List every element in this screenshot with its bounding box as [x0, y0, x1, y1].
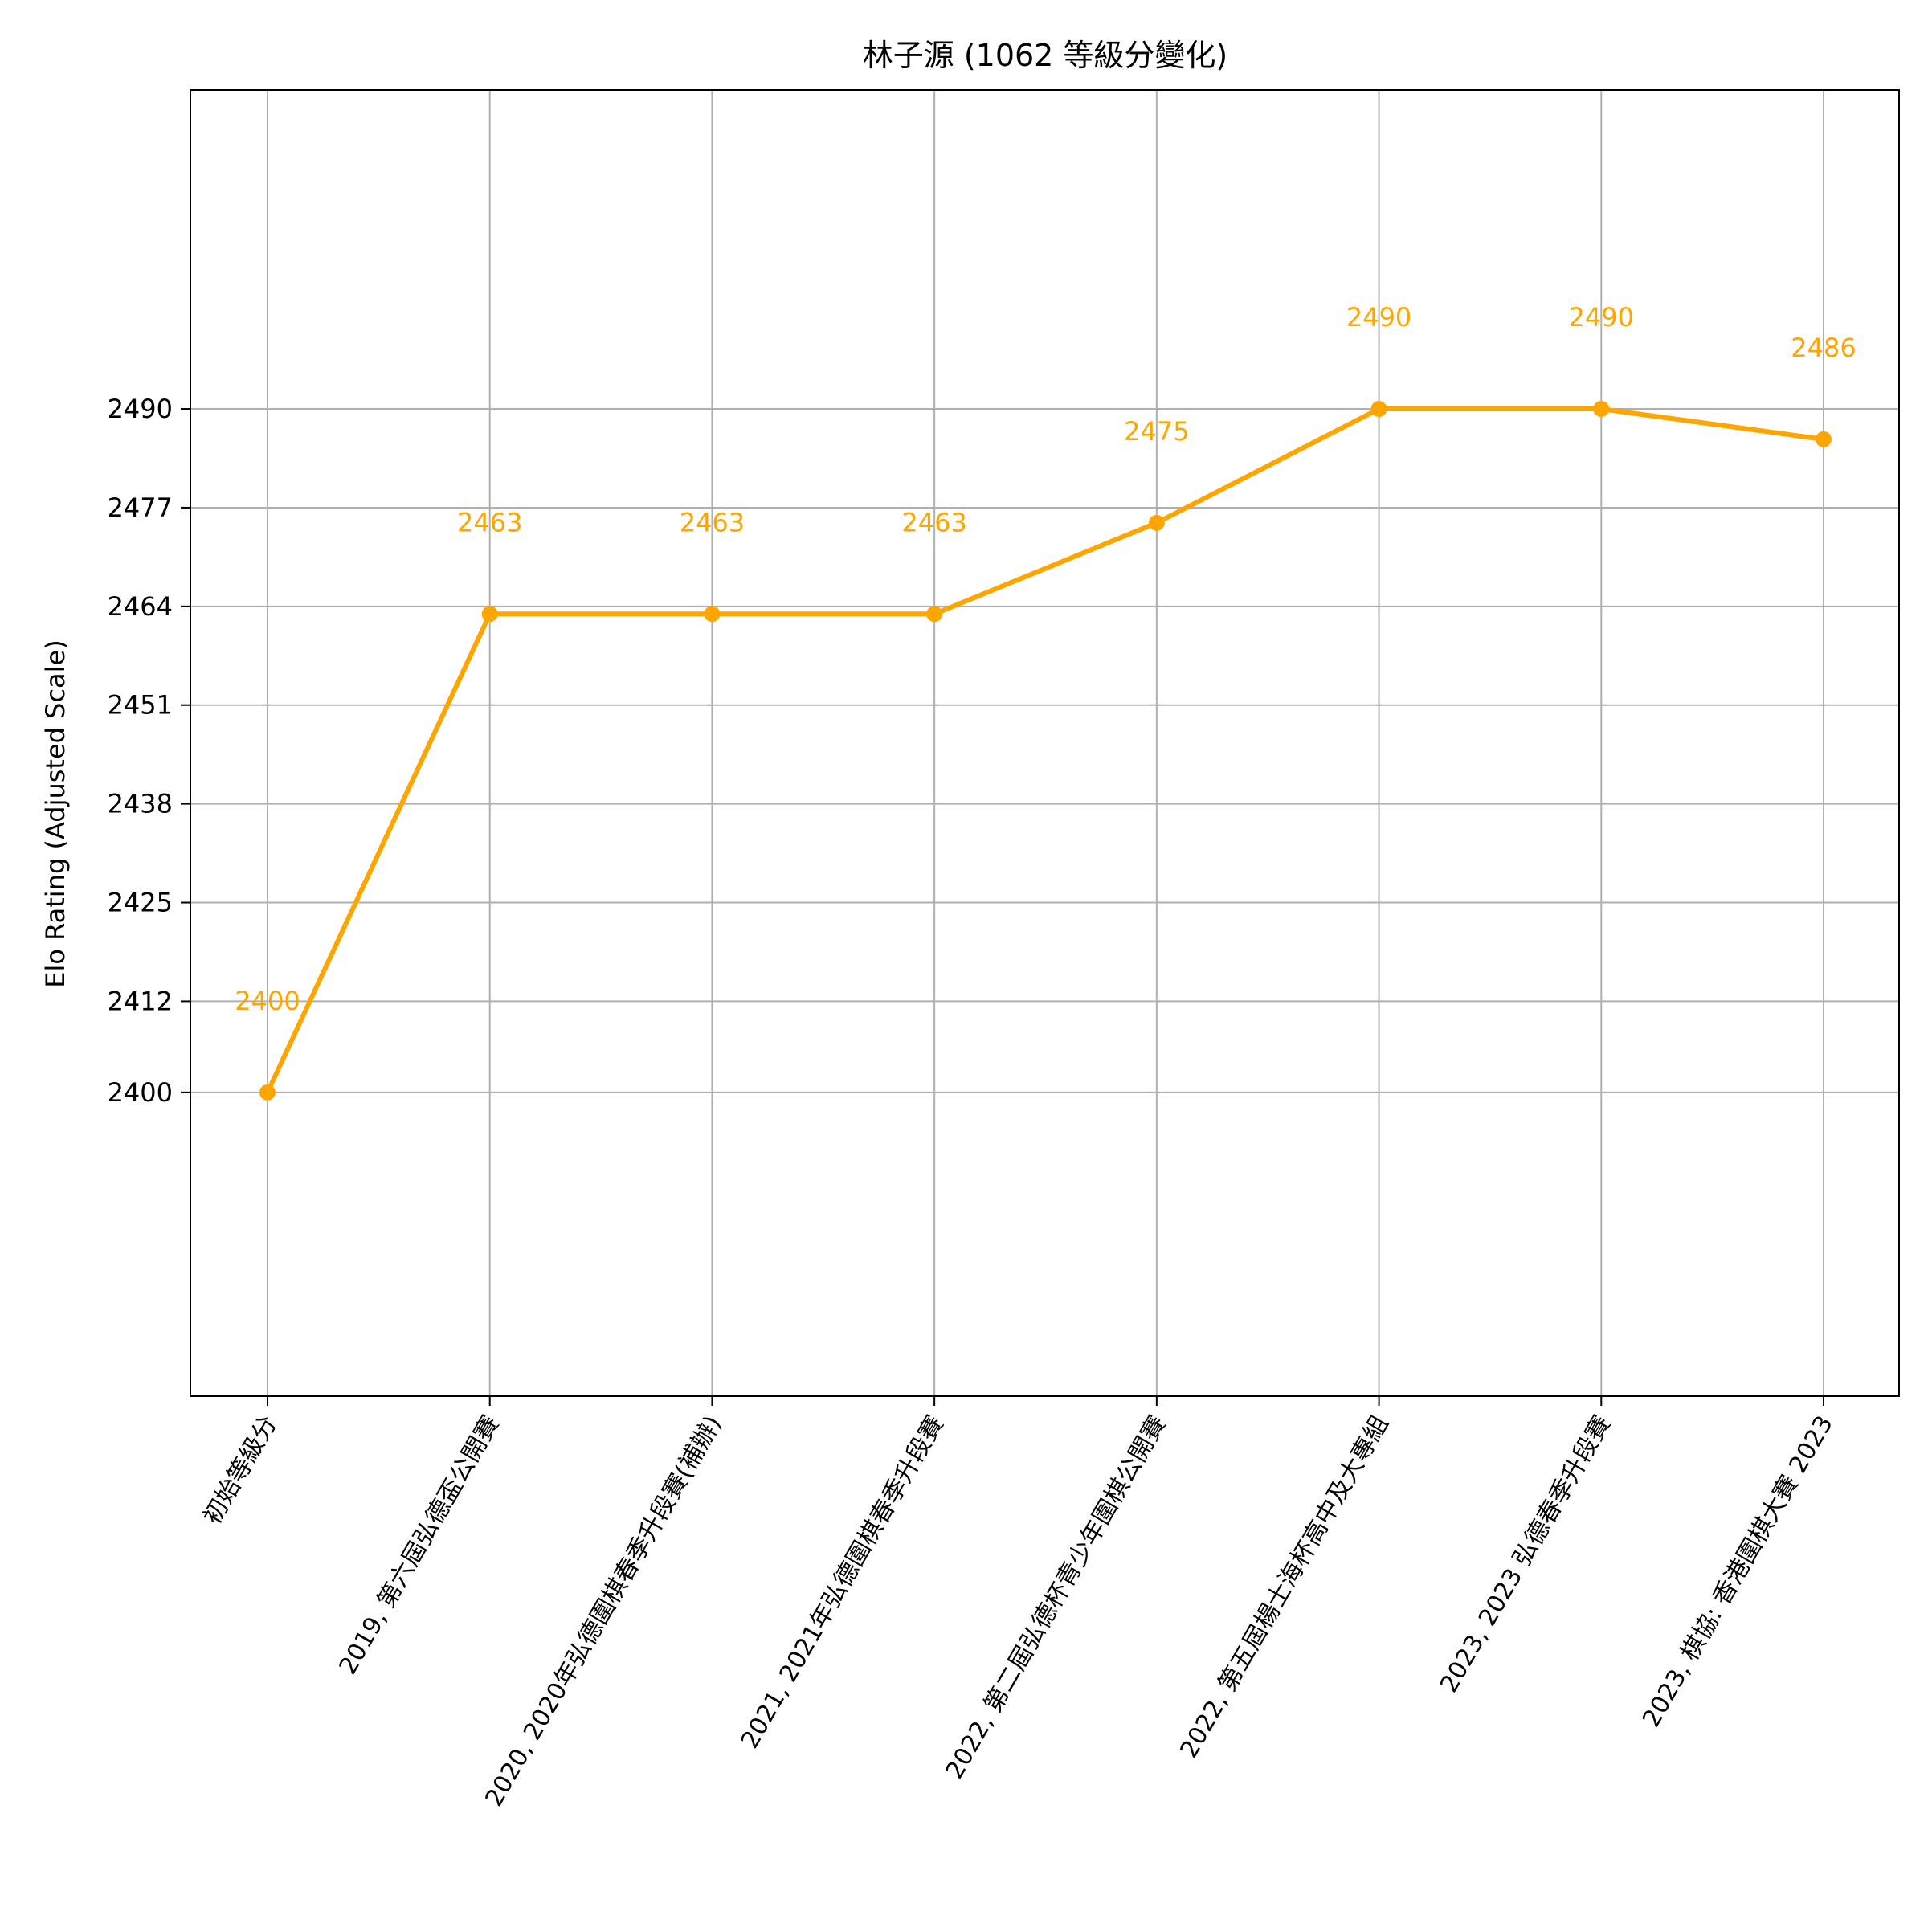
data-point	[481, 606, 498, 623]
y-tick-label: 2400	[108, 1077, 173, 1108]
data-label: 2463	[457, 507, 522, 537]
y-tick-label: 2412	[108, 986, 173, 1016]
y-axis-label: Elo Rating (Adjusted Scale)	[40, 639, 71, 987]
data-label: 2490	[1346, 302, 1411, 333]
data-point	[259, 1084, 276, 1101]
data-label: 2463	[901, 507, 966, 537]
y-tick-label: 2464	[108, 591, 173, 622]
data-label: 2475	[1124, 416, 1189, 447]
y-tick-label: 2477	[108, 492, 173, 523]
y-tick-label: 2490	[108, 394, 173, 424]
series-line	[265, 406, 1824, 1094]
data-point	[1816, 431, 1832, 447]
chart-title: 林子源 (1062 等級分變化)	[863, 38, 1228, 73]
data-point	[704, 606, 721, 623]
data-point	[1148, 514, 1165, 531]
plot-frame	[190, 89, 1900, 1397]
data-label: 2490	[1569, 302, 1634, 333]
y-tick-label: 2438	[108, 789, 173, 819]
data-point	[926, 606, 943, 623]
y-tick-label: 2425	[108, 888, 173, 918]
data-label: 2463	[680, 507, 745, 537]
grid	[190, 90, 1899, 1396]
y-tick-label: 2451	[108, 690, 173, 721]
data-point	[1593, 401, 1610, 418]
data-label: 2486	[1791, 333, 1856, 363]
series-layer	[259, 401, 1832, 1101]
data-point	[1370, 401, 1387, 418]
data-labels: 2400 2463 2463 2463 2475 2490 2490 2486	[235, 302, 1856, 1016]
data-label: 2400	[235, 986, 300, 1016]
